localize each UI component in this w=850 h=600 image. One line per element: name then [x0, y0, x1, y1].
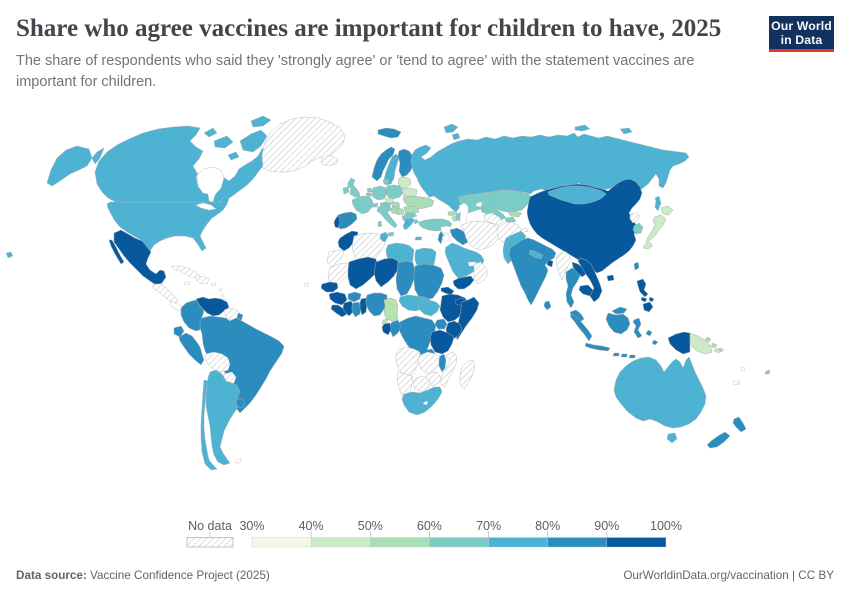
svg-text:30%: 30% [239, 519, 264, 533]
svg-text:40%: 40% [299, 519, 324, 533]
svg-text:90%: 90% [594, 519, 619, 533]
svg-text:80%: 80% [535, 519, 560, 533]
svg-text:100%: 100% [650, 519, 682, 533]
svg-text:70%: 70% [476, 519, 501, 533]
svg-text:60%: 60% [417, 519, 442, 533]
svg-text:No data: No data [188, 519, 232, 533]
svg-text:50%: 50% [358, 519, 383, 533]
